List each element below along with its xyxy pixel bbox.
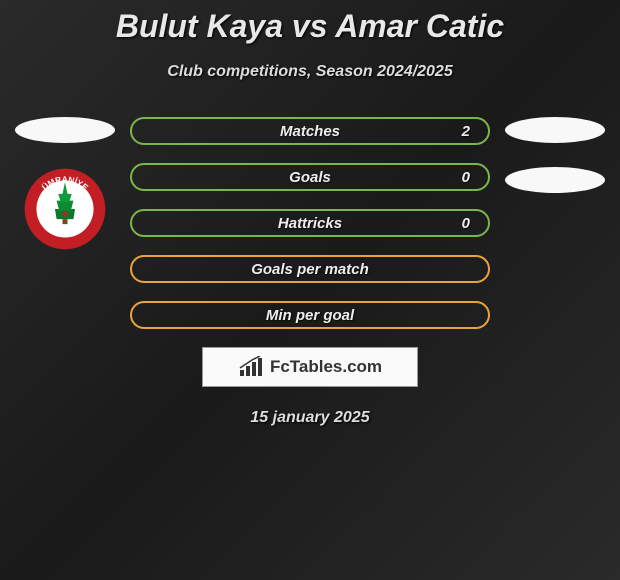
stat-value: 0 [462,215,470,232]
player-photo-left [15,117,115,143]
club-badge-left: ÜMRANİYE SPOR KULÜBÜ [23,167,107,251]
page-title: Bulut Kaya vs Amar Catic [0,0,620,45]
stat-row-mpg: Min per goal [130,301,490,329]
stat-row-matches: Matches 2 [130,117,490,145]
right-side [500,117,610,193]
stat-label: Min per goal [266,307,354,324]
brand-text: FcTables.com [270,357,382,377]
stat-label: Goals per match [251,261,369,278]
main-content: ÜMRANİYE SPOR KULÜBÜ Matches 2 Goals 0 H… [0,117,620,329]
stat-value: 2 [462,123,470,140]
stats-list: Matches 2 Goals 0 Hattricks 0 Goals per … [120,117,500,329]
stat-row-goals: Goals 0 [130,163,490,191]
subtitle: Club competitions, Season 2024/2025 [0,63,620,81]
date-label: 15 january 2025 [0,409,620,427]
left-side: ÜMRANİYE SPOR KULÜBÜ [10,117,120,251]
club-badge-right [505,167,605,193]
stat-value: 0 [462,169,470,186]
chart-icon [238,356,264,378]
stat-label: Matches [280,123,340,140]
stat-label: Hattricks [278,215,342,232]
stat-label: Goals [289,169,331,186]
stat-row-gpm: Goals per match [130,255,490,283]
stat-row-hattricks: Hattricks 0 [130,209,490,237]
brand-logo: FcTables.com [202,347,418,387]
player-photo-right [505,117,605,143]
